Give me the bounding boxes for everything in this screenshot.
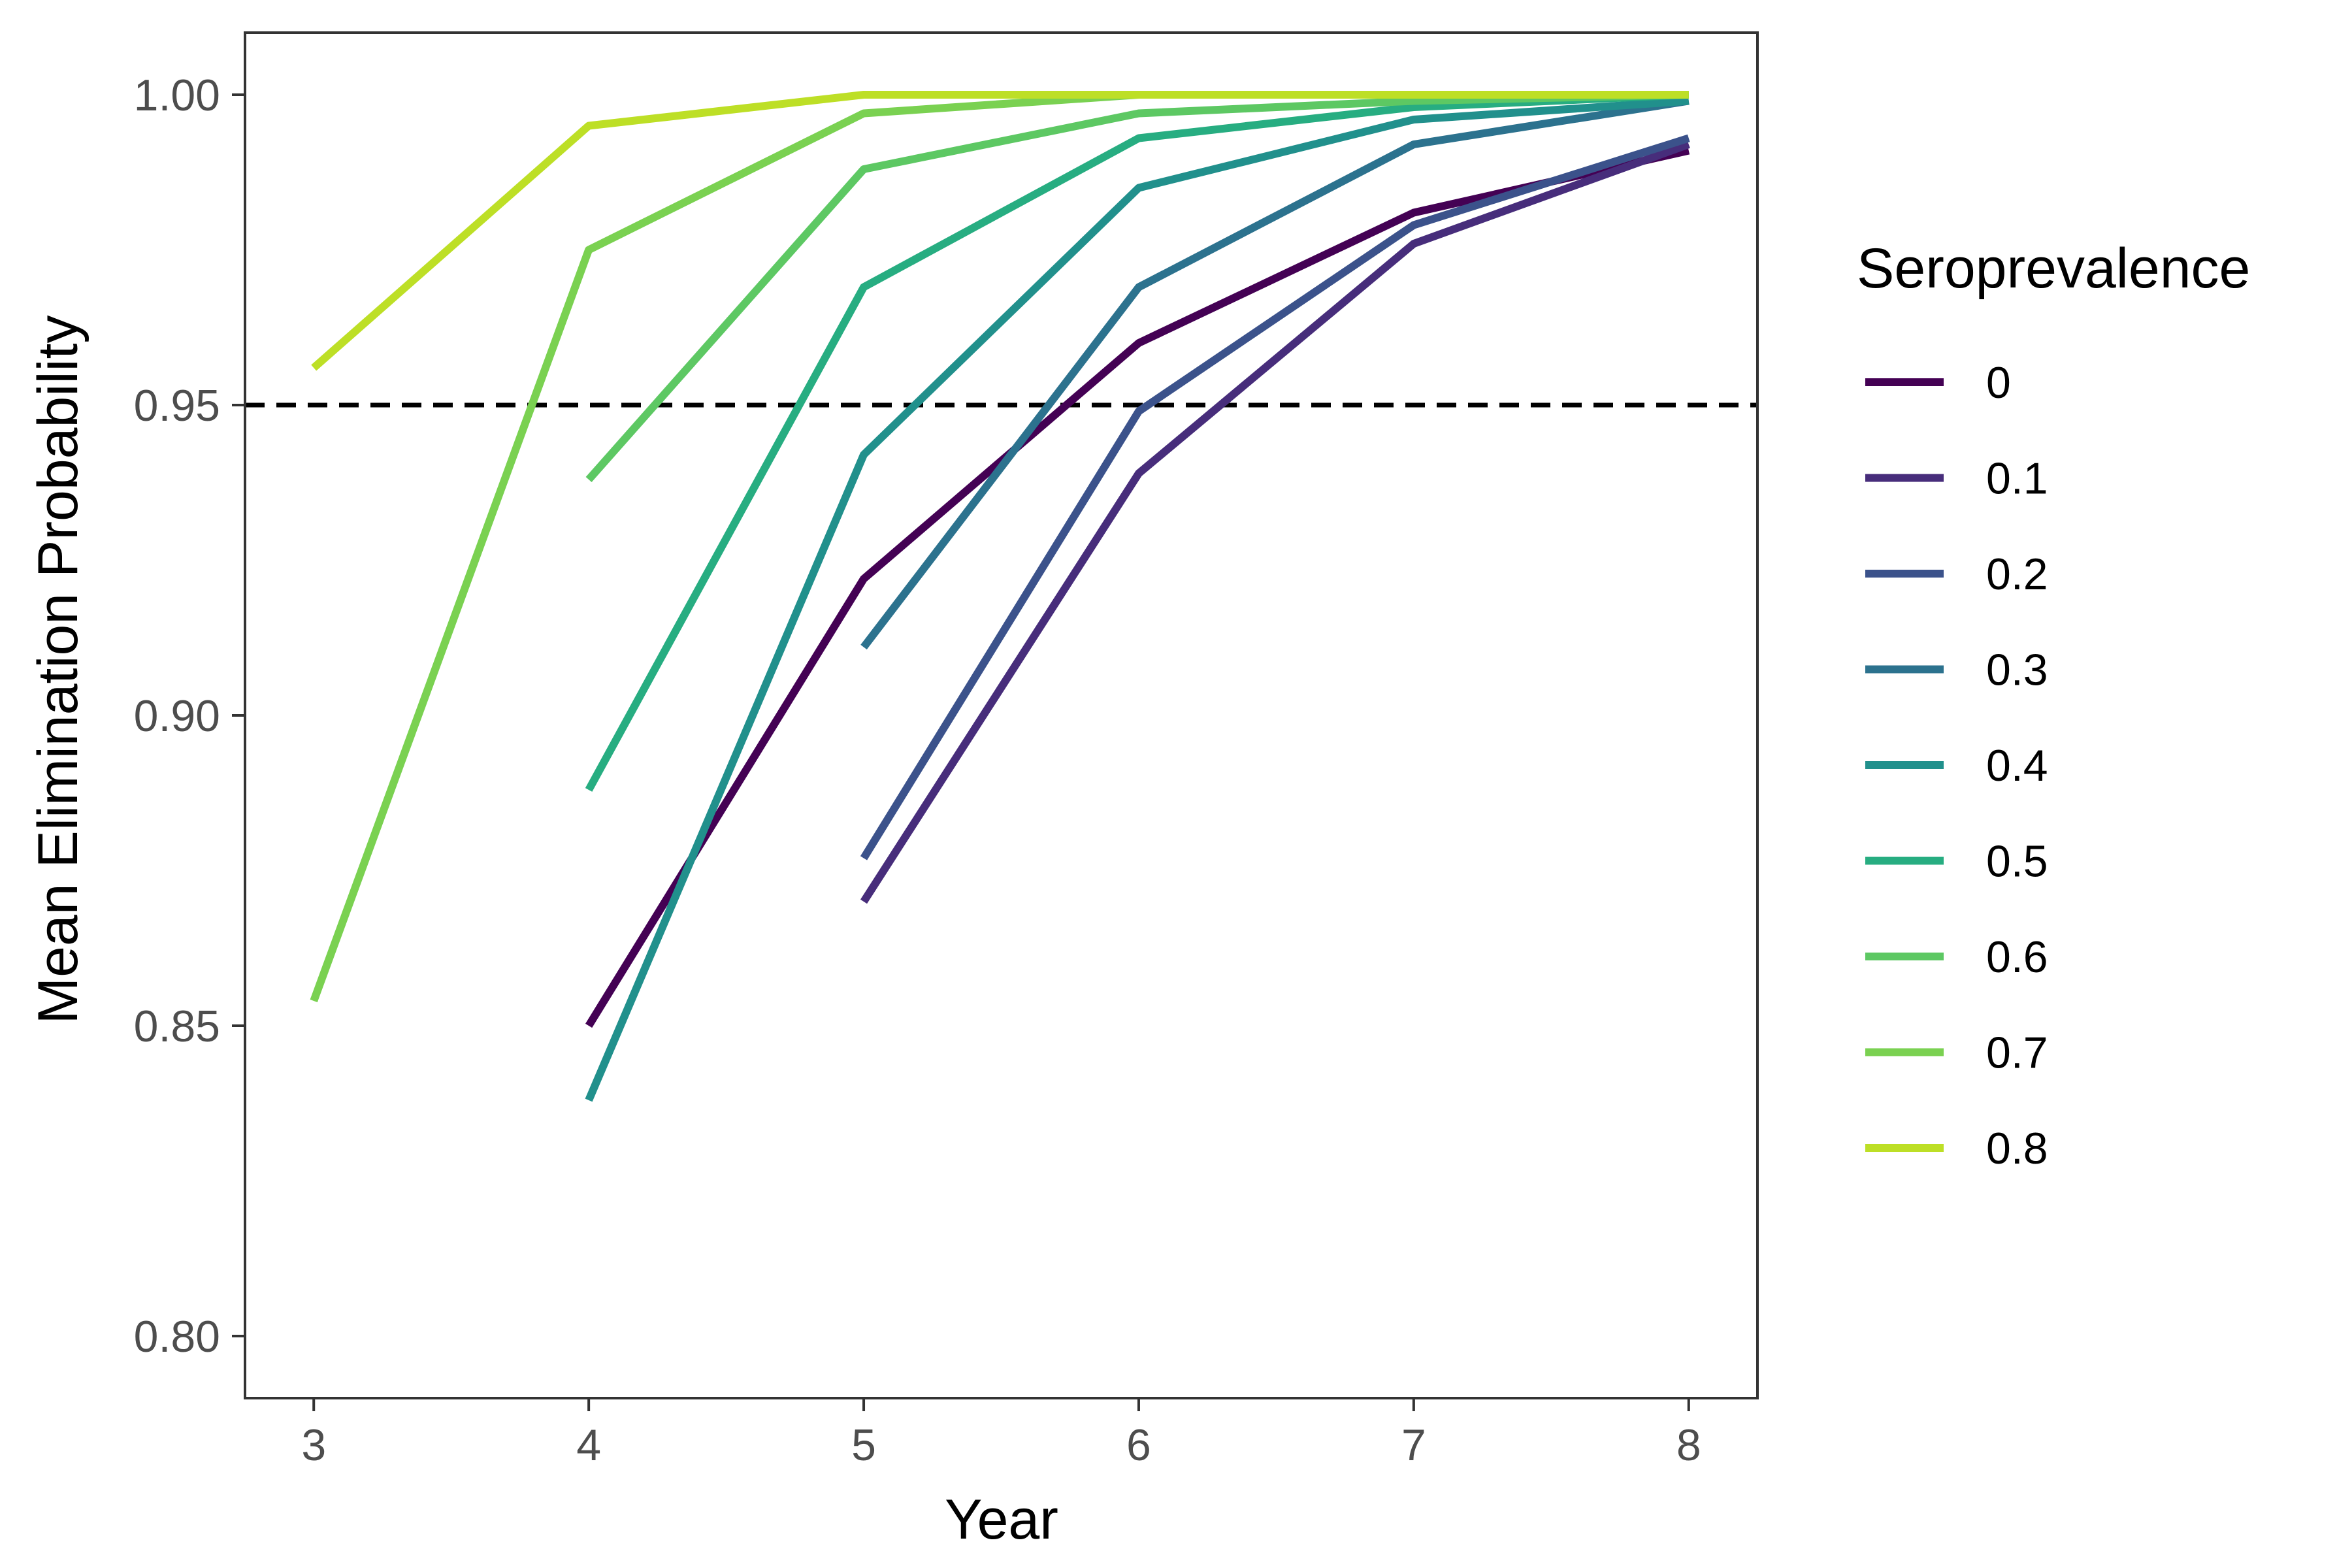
legend-label: 0.3	[1986, 645, 2048, 695]
legend: Seroprevalence 0 0.1 0.2 0.3 0.4 0.5 0.6 0.7 0.8	[1857, 237, 2250, 1173]
series-line-0-2	[860, 134, 1690, 860]
legend-label: 0.4	[1986, 741, 2048, 791]
legend-label: 0.5	[1986, 837, 2048, 887]
legend-item: 0.2	[1865, 549, 2048, 599]
y-tick-label: 0.90	[134, 691, 220, 741]
x-tick-label: 6	[1126, 1420, 1151, 1470]
series-line-0	[585, 146, 1690, 1028]
x-tick-label: 7	[1401, 1420, 1426, 1470]
y-tick-label: 1.00	[134, 71, 220, 120]
legend-item: 0.6	[1865, 932, 2048, 982]
legend-item: 0.3	[1865, 645, 2048, 695]
y-tick-label: 0.95	[134, 381, 220, 431]
legend-item: 0.1	[1865, 454, 2048, 504]
x-tick-label: 3	[301, 1420, 326, 1470]
series-line-0-8	[311, 91, 1689, 371]
x-tick-label: 4	[576, 1420, 601, 1470]
legend-label: 0.8	[1986, 1124, 2048, 1173]
series-line-0-1	[860, 140, 1690, 904]
series-line-0-6	[585, 91, 1689, 482]
legend-item: 0.8	[1865, 1124, 2048, 1173]
legend-label: 0	[1986, 358, 2011, 408]
plot-area	[245, 91, 1757, 1102]
legend-item: 0.5	[1865, 837, 2048, 887]
legend-item: 0.7	[1865, 1028, 2048, 1078]
axes: 3 4 5 6 7 8 0.80 0.85 0.90 0.95 1.00	[134, 31, 1759, 1470]
legend-label: 0.6	[1986, 932, 2048, 982]
legend-label: 0.2	[1986, 549, 2048, 599]
x-tick-label: 5	[851, 1420, 876, 1470]
series-line-0-3	[860, 97, 1690, 650]
legend-item: 0	[1865, 358, 2011, 408]
legend-label: 0.7	[1986, 1028, 2048, 1078]
legend-label: 0.1	[1986, 454, 2048, 504]
series-line-0-5	[585, 91, 1690, 792]
y-axis-title: Mean Elimination Probability	[27, 315, 90, 1024]
series-line-0-4	[585, 97, 1690, 1102]
legend-title: Seroprevalence	[1857, 237, 2250, 300]
y-tick-label: 0.80	[134, 1312, 220, 1362]
x-axis-title: Year	[945, 1488, 1058, 1551]
x-tick-label: 8	[1676, 1420, 1701, 1470]
legend-item: 0.4	[1865, 741, 2048, 791]
y-tick-label: 0.85	[134, 1002, 220, 1051]
